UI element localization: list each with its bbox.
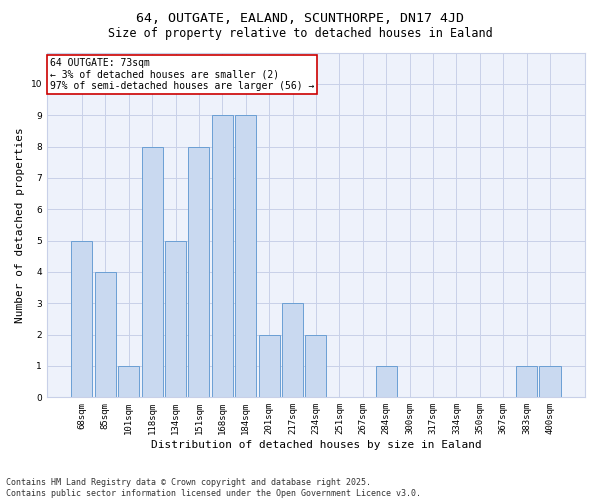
Bar — [235, 115, 256, 398]
Bar — [305, 334, 326, 398]
Y-axis label: Number of detached properties: Number of detached properties — [15, 127, 25, 323]
Text: 64 OUTGATE: 73sqm
← 3% of detached houses are smaller (2)
97% of semi-detached h: 64 OUTGATE: 73sqm ← 3% of detached house… — [50, 58, 314, 91]
Bar — [282, 304, 303, 398]
Bar — [259, 334, 280, 398]
Bar — [516, 366, 537, 398]
Bar — [539, 366, 560, 398]
Bar — [376, 366, 397, 398]
X-axis label: Distribution of detached houses by size in Ealand: Distribution of detached houses by size … — [151, 440, 481, 450]
Bar — [118, 366, 139, 398]
Text: 64, OUTGATE, EALAND, SCUNTHORPE, DN17 4JD: 64, OUTGATE, EALAND, SCUNTHORPE, DN17 4J… — [136, 12, 464, 26]
Bar — [142, 146, 163, 398]
Bar — [71, 240, 92, 398]
Bar — [95, 272, 116, 398]
Bar — [165, 240, 186, 398]
Bar — [188, 146, 209, 398]
Bar — [212, 115, 233, 398]
Text: Size of property relative to detached houses in Ealand: Size of property relative to detached ho… — [107, 28, 493, 40]
Text: Contains HM Land Registry data © Crown copyright and database right 2025.
Contai: Contains HM Land Registry data © Crown c… — [6, 478, 421, 498]
